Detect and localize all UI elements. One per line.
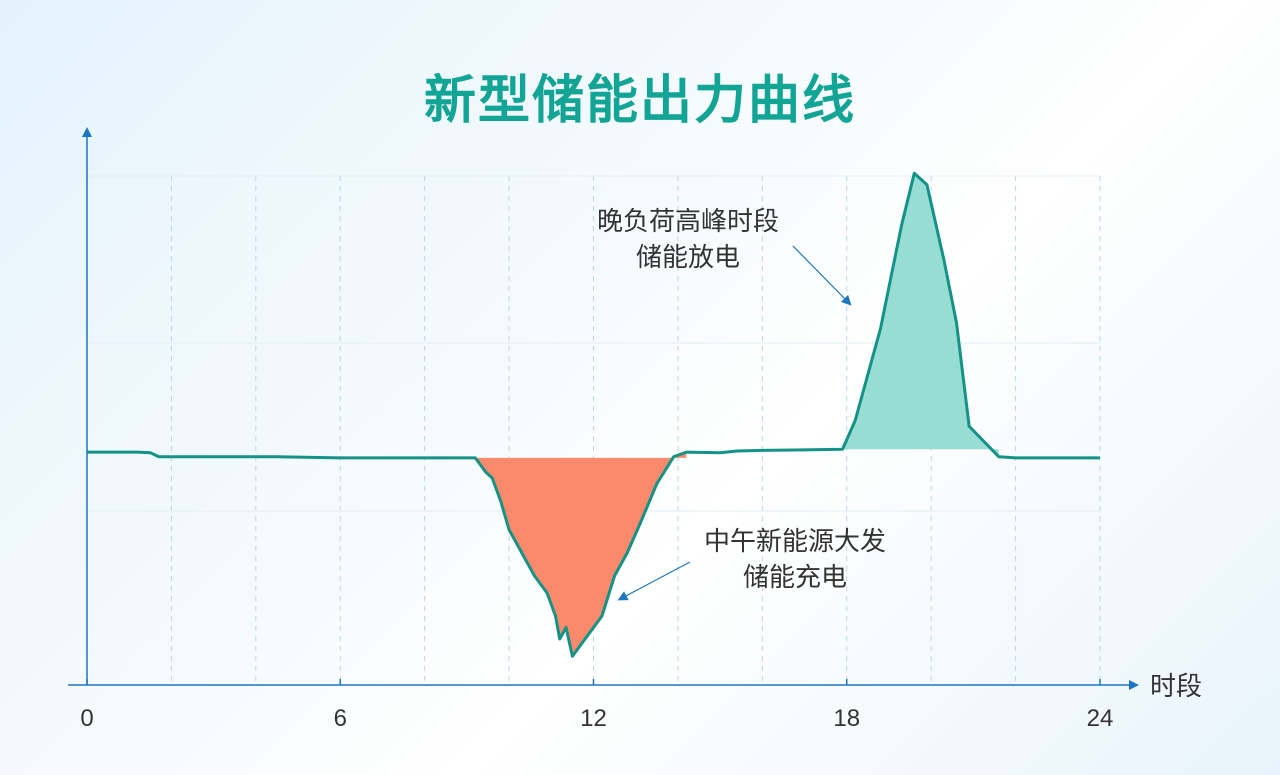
annotation-text: 储能充电 <box>743 563 847 593</box>
annotation-text: 中午新能源大发 <box>704 527 886 557</box>
axes <box>68 127 1139 690</box>
annotation-arrow <box>617 561 691 601</box>
x-tick-label: 24 <box>1087 705 1114 732</box>
x-tick-label: 6 <box>334 705 347 732</box>
charge-area <box>475 452 687 657</box>
areas <box>475 173 999 657</box>
x-tick-label: 18 <box>833 705 860 732</box>
annotation-arrow <box>792 245 852 306</box>
chart-title: 新型储能出力曲线 <box>423 71 856 131</box>
lines <box>87 171 1100 658</box>
annotation-text: 晚负荷高峰时段 <box>597 207 779 237</box>
series-line <box>87 171 1100 658</box>
x-tick-label: 12 <box>580 705 607 732</box>
x-tick-label: 0 <box>80 705 93 732</box>
ticks: 0 6 12 18 24 时段 <box>80 672 1202 732</box>
discharge-area <box>842 173 999 457</box>
annotation-text: 储能放电 <box>636 243 740 273</box>
x-axis-label: 时段 <box>1150 672 1202 702</box>
